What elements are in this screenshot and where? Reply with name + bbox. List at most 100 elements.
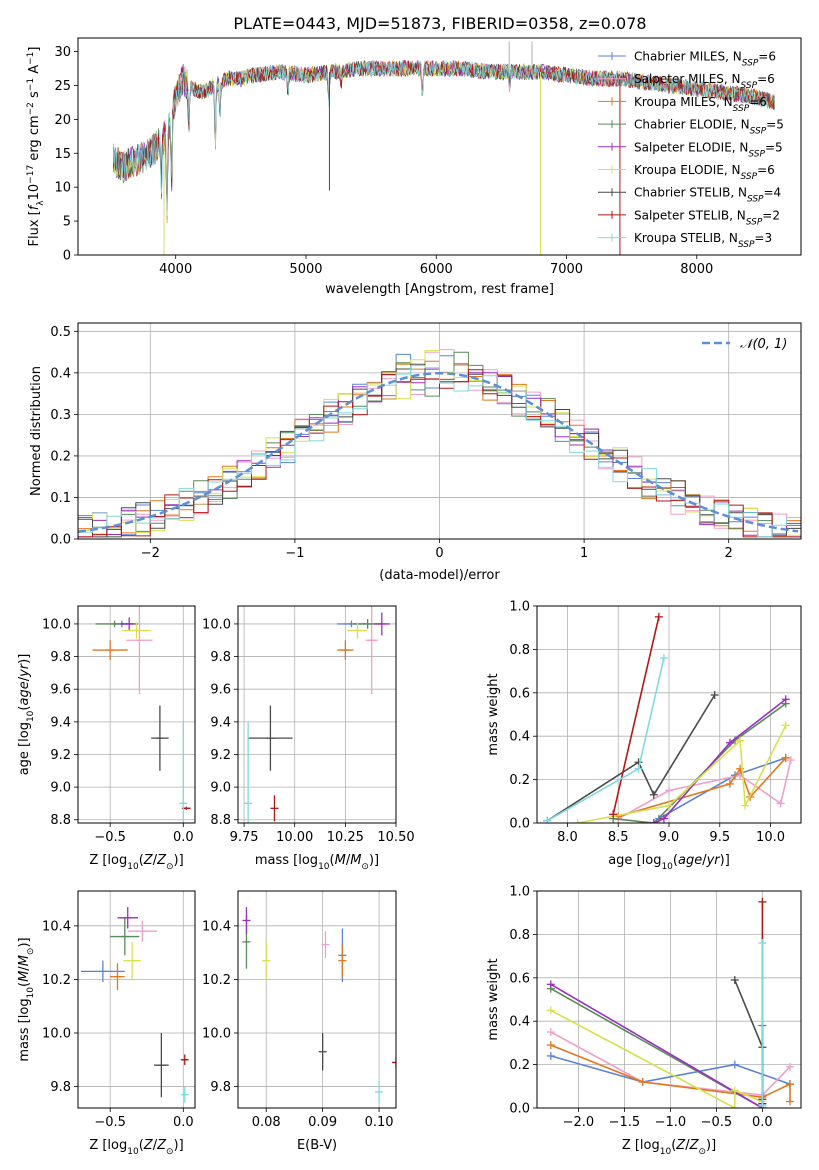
label-fragment: Salpeter STELIB, N: [634, 208, 746, 222]
x-tick-label: 0.08: [252, 1115, 281, 1130]
plot-area: [537, 891, 801, 1108]
x-axis-label: age [log10(age/yr)]: [608, 853, 730, 872]
label-fragment: Z [log: [89, 853, 127, 868]
label-fragment: age: [678, 853, 702, 868]
x-axis-label: wavelength [Angstrom, rest frame]: [325, 282, 554, 297]
spectrum-line-salpeter_stelib: [113, 60, 775, 211]
y-tick-label: 10.0: [202, 1026, 231, 1041]
label-fragment: Z: [156, 853, 167, 868]
y-tick-label: 10.4: [42, 919, 71, 934]
label-fragment: A: [27, 65, 42, 78]
label-fragment: Kroupa STELIB, N: [634, 231, 738, 245]
label-fragment: Chabrier MILES, N: [634, 50, 742, 64]
plot-area: [78, 323, 801, 539]
plot-area: [238, 606, 396, 823]
x-tick-label: 8.0: [557, 830, 578, 845]
label-fragment: Z: [156, 1138, 167, 1153]
legend-label: Salpeter ELODIE, NSSP=5: [634, 140, 783, 159]
axes-frame: [77, 890, 196, 1109]
y-tick-label: 9.8: [50, 1080, 71, 1095]
label-fragment: (: [671, 1138, 676, 1153]
x-tick-label: 9.5: [709, 830, 730, 845]
label-fragment: SSP: [748, 149, 765, 159]
x-tick-label: 5000: [289, 262, 322, 277]
x-tick-label: −2.0: [563, 1115, 595, 1130]
y-tick-label: 1.0: [509, 600, 530, 615]
x-tick-label: 2: [725, 546, 733, 561]
label-fragment: SSP: [733, 104, 750, 114]
x-tick-label: 10.0: [756, 830, 785, 845]
y-tick-label: 9.0: [50, 781, 71, 796]
x-axis-label: Z [log10(Z/Z⊙)]: [89, 1138, 183, 1157]
label-fragment: Chabrier STELIB, N: [634, 186, 747, 200]
weight-line-kroupa_elodie: [577, 725, 787, 823]
axes-frame: [237, 605, 397, 824]
y-tick-label: 9.8: [210, 1080, 231, 1095]
label-fragment: Z [log: [89, 1138, 127, 1153]
y-tick-label: 0.4: [509, 730, 530, 745]
label-fragment: 10: [318, 862, 330, 872]
y-tick-label: 9.2: [50, 748, 71, 763]
label-fragment: M: [350, 853, 361, 868]
label-fragment: yr: [706, 853, 722, 868]
label-fragment: Kroupa MILES, N: [634, 95, 733, 109]
legend-label: Kroupa STELIB, NSSP=3: [634, 231, 772, 250]
label-fragment: SSP: [750, 127, 767, 137]
x-tick-label: 0.0: [173, 830, 194, 845]
plot-layer: 4000 5000 6000 7000 8000051015202530waveleng…: [17, 37, 802, 1157]
label-fragment: =5: [766, 118, 784, 132]
x-tick-label: −2: [141, 546, 160, 561]
y-tick-label: 10.2: [202, 973, 231, 988]
y-tick-label: 10: [54, 181, 71, 196]
x-tick-label: −0.5: [701, 1115, 733, 1130]
label-fragment: 10: [26, 987, 36, 999]
label-fragment: ]: [27, 47, 42, 52]
label-fragment: )]: [720, 853, 730, 868]
y-tick-label: 0.0: [509, 1102, 530, 1117]
plot-area: [112, 41, 775, 255]
x-tick-label: 0: [435, 546, 443, 561]
x-tick-label: −1.5: [609, 1115, 641, 1130]
x-axis-label: E(B-V): [297, 1138, 337, 1153]
label-fragment: )]: [17, 937, 32, 947]
y-tick-label: 9.6: [210, 683, 231, 698]
label-fragment: =4: [764, 186, 782, 200]
label-fragment: yr: [17, 662, 32, 678]
label-fragment: )]: [369, 853, 379, 868]
label-fragment: (: [330, 853, 335, 868]
y-tick-label: 0.8: [509, 928, 530, 943]
label-fragment: ⊙: [361, 862, 369, 872]
label-fragment: 10: [661, 862, 673, 872]
label-fragment: −1: [26, 78, 36, 91]
y-tick-label: 5: [63, 215, 71, 230]
x-tick-label: 4000: [159, 262, 192, 277]
label-fragment: Z: [675, 1138, 686, 1153]
y-tick-label: 10.0: [202, 617, 231, 632]
plot-area: [238, 891, 396, 1108]
label-fragment: SSP: [741, 172, 758, 182]
x-tick-label: 6000: [420, 262, 453, 277]
y-axis-label: mass weight: [486, 958, 501, 1040]
label-fragment: −2: [26, 102, 36, 115]
label-fragment: (: [17, 982, 32, 987]
y-tick-label: 9.8: [210, 650, 231, 665]
label-fragment: SSP: [741, 81, 758, 91]
label-fragment: =6: [758, 50, 776, 64]
x-tick-label: 10.00: [276, 830, 313, 845]
y-tick-label: 9.2: [210, 748, 231, 763]
y-tick-label: 10.2: [42, 973, 71, 988]
y-tick-label: 25: [54, 79, 71, 94]
label-fragment: /: [153, 853, 158, 868]
label-fragment: Z: [143, 1138, 154, 1153]
label-fragment: Kroupa ELODIE, N: [634, 163, 741, 177]
weight-line-salpeter_elodie: [550, 983, 764, 1108]
y-tick-label: 0.4: [509, 1015, 530, 1030]
x-tick-label: 0.0: [173, 1115, 194, 1130]
plot-area: [78, 891, 195, 1108]
y-tick-label: 9.6: [50, 683, 71, 698]
plot-area: [78, 606, 195, 823]
x-axis-label: Z [log10(Z/Z⊙)]: [89, 853, 183, 872]
label-fragment: /: [17, 676, 32, 681]
x-tick-label: 1: [580, 546, 588, 561]
